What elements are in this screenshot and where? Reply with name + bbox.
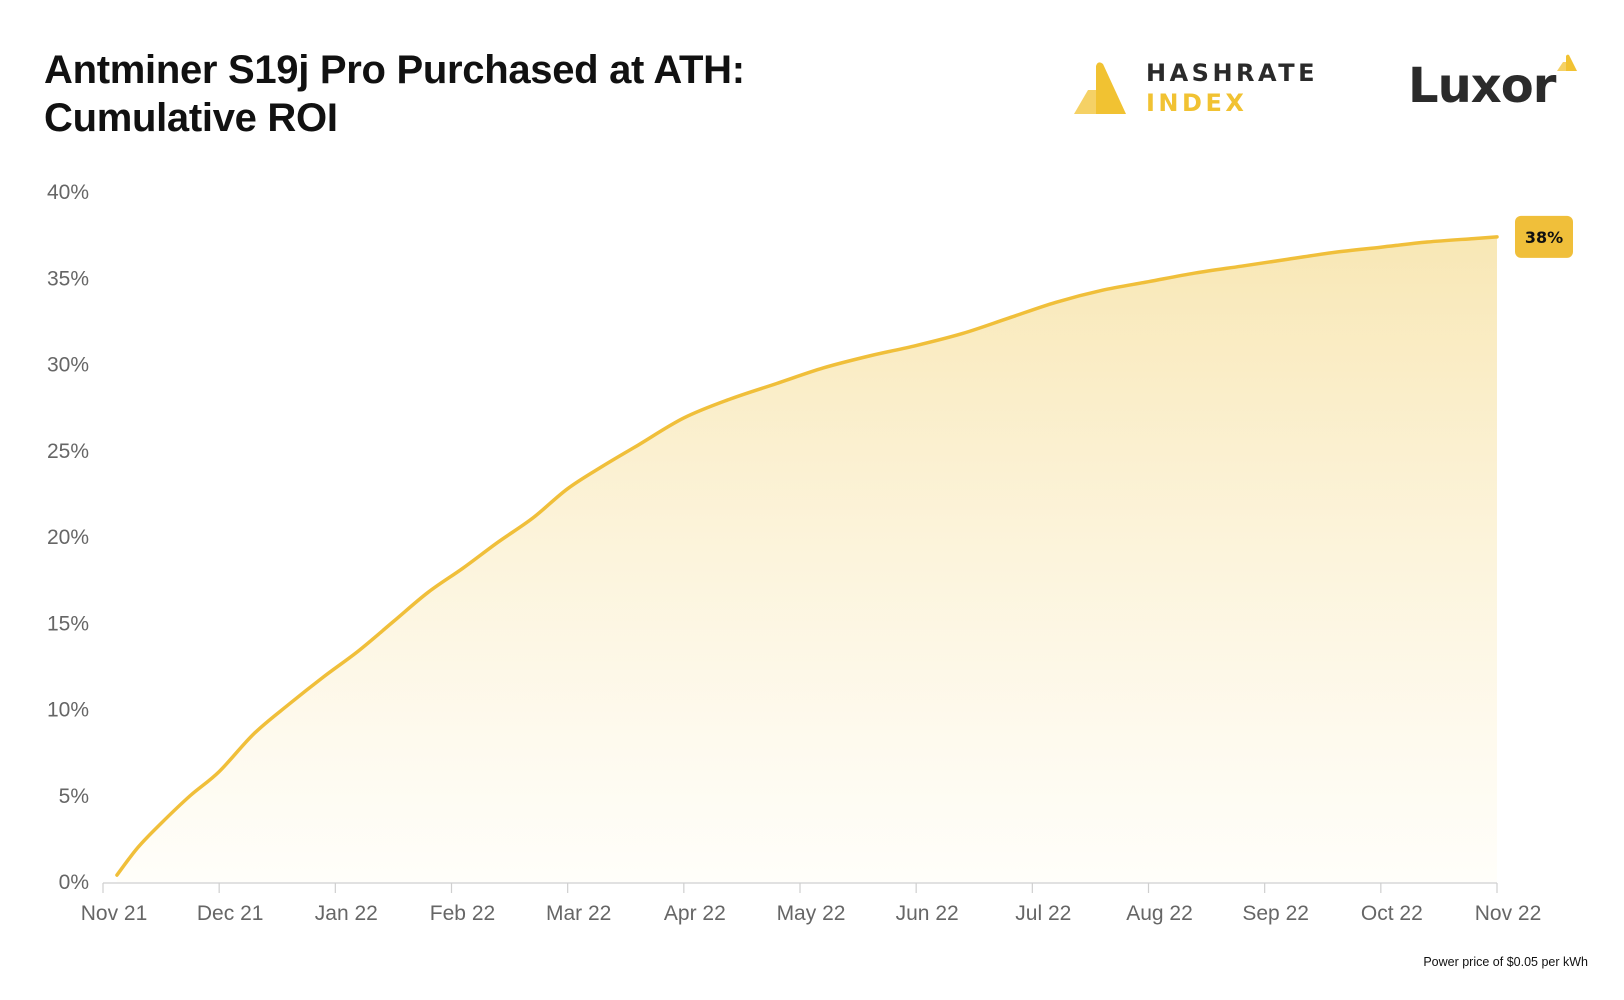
x-axis: Nov 21 Dec 21 Jan 22 Feb 22 Mar 22 Apr 22 May … (81, 883, 1542, 925)
roi-area-fill (116, 236, 1498, 883)
y-tick-label: 15% (47, 612, 89, 635)
hashrate-index-logo-line2: INDEX (1146, 89, 1248, 117)
x-tick-label: Feb 22 (430, 902, 495, 925)
x-tick-label: Sep 22 (1242, 902, 1309, 925)
x-tick-label: Mar 22 (546, 902, 611, 925)
x-tick-label: Aug 22 (1126, 902, 1193, 925)
end-value-label: 38% (1525, 228, 1563, 247)
hashrate-index-logo: HASHRATE INDEX (1074, 58, 1366, 122)
y-tick-label: 35% (47, 267, 89, 290)
y-tick-label: 30% (47, 354, 89, 377)
footnote: Power price of $0.05 per kWh (1423, 955, 1588, 969)
luxor-logo: Luxor (1408, 54, 1588, 118)
y-tick-label: 40% (47, 181, 89, 204)
end-value-badge: 38% (1515, 215, 1573, 258)
y-tick-label: 10% (47, 699, 89, 722)
y-tick-label: 5% (59, 785, 89, 808)
hashrate-index-logo-mark (1074, 62, 1126, 114)
x-tick-label: Jul 22 (1015, 902, 1071, 925)
y-tick-label: 25% (47, 440, 89, 463)
y-tick-label: 0% (59, 871, 89, 894)
hashrate-index-logo-line1: HASHRATE (1146, 59, 1318, 87)
x-tick-label: Nov 22 (1475, 902, 1542, 925)
x-tick-label: Dec 21 (197, 902, 264, 925)
luxor-logo-mark (1557, 54, 1577, 71)
x-tick-label: Jan 22 (315, 902, 378, 925)
y-axis: 0% 5% 10% 15% 20% 25% 30% 35% 40% (47, 181, 89, 894)
chart-title-line1: Antminer S19j Pro Purchased at ATH: (44, 48, 745, 92)
luxor-logo-text: Luxor (1408, 58, 1556, 114)
x-tick-label: Apr 22 (664, 902, 726, 925)
chart-title: Antminer S19j Pro Purchased at ATH: Cumu… (44, 46, 745, 142)
x-tick-label: Oct 22 (1361, 902, 1423, 925)
x-tick-label: Jun 22 (896, 902, 959, 925)
y-tick-label: 20% (47, 526, 89, 549)
x-tick-label: Nov 21 (81, 902, 148, 925)
end-value-badge-bg (1515, 215, 1573, 258)
roi-line (115, 235, 1499, 877)
chart-title-line2: Cumulative ROI (44, 96, 338, 140)
x-tick-label: May 22 (777, 902, 846, 925)
